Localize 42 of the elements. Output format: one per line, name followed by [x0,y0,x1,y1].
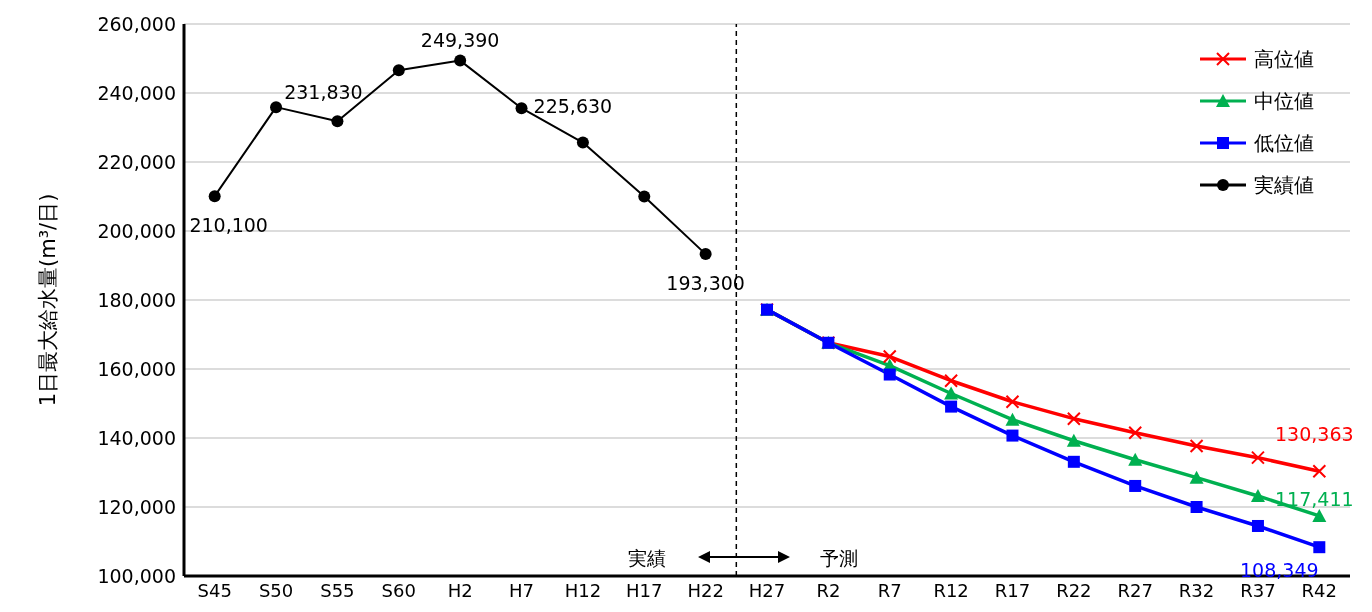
x-tick-label: H2 [447,579,473,601]
y-tick-label: 120,000 [97,495,176,518]
x-tick-label: R17 [994,579,1031,601]
data-label: 231,830 [284,81,363,104]
data-label: 130,363 [1275,423,1354,446]
y-tick-label: 140,000 [97,426,176,449]
y-tick-label: 260,000 [97,12,176,35]
annotation: 実績 [628,546,666,571]
x-tick-label: R42 [1301,579,1338,601]
legend-label: 中位値 [1254,87,1314,115]
data-label: 210,100 [189,214,268,237]
x-tick-label: R27 [1117,579,1153,601]
x-tick-label: H7 [509,579,535,601]
x-tick-label: H17 [626,579,663,601]
x-tick-label: H22 [687,579,724,601]
data-label: 225,630 [533,94,613,117]
legend-label: 低位値 [1254,129,1314,157]
y-axis-title: 1日最大給水量(m³/日) [36,193,61,407]
y-tick-label: 240,000 [97,81,176,104]
x-tick-label: S60 [381,579,416,601]
y-tick-label: 200,000 [97,219,176,242]
x-tick-label: R37 [1240,579,1276,601]
legend-label: 実績値 [1254,171,1314,199]
x-tick-label: S45 [197,579,232,601]
x-tick-label: R12 [933,579,969,601]
x-tick-label: R7 [877,579,902,601]
data-label: 193,300 [666,272,745,295]
x-tick-label: S55 [320,579,355,601]
x-tick-label: R32 [1178,579,1215,601]
x-tick-label: H27 [748,579,786,601]
x-tick-label: R22 [1056,579,1092,601]
y-tick-label: 160,000 [97,357,176,380]
data-label: 249,390 [420,28,500,51]
annotation: 予測 [820,546,858,571]
y-tick-label: 100,000 [97,564,176,587]
y-tick-label: 220,000 [97,150,176,173]
data-label: 117,411 [1275,487,1354,510]
x-tick-label: R2 [816,579,841,601]
x-tick-label: S50 [258,579,294,601]
x-tick-label: H12 [564,579,602,601]
y-tick-label: 180,000 [97,288,176,311]
legend-label: 高位値 [1254,45,1314,73]
